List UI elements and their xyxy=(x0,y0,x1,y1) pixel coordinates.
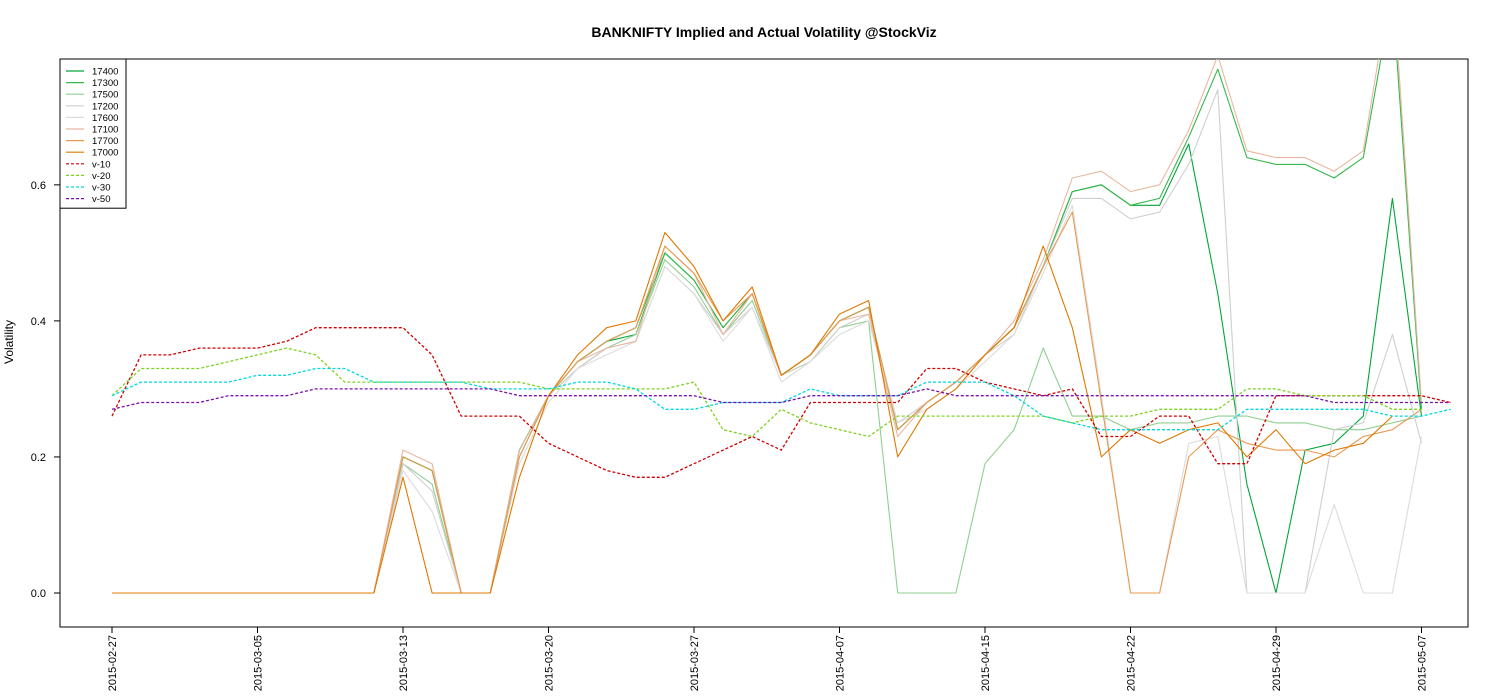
x-tick-label: 2015-02-27 xyxy=(107,635,119,691)
x-tick-label: 2015-03-13 xyxy=(398,635,410,691)
legend-label-v-10: v-10 xyxy=(92,159,110,170)
series-layer xyxy=(111,59,1451,594)
series-line-17100 xyxy=(112,59,1423,594)
legend-label-v-50: v-50 xyxy=(92,194,110,205)
y-tick-label: 0.0 xyxy=(31,588,46,600)
legend-label-17200: 17200 xyxy=(92,101,118,112)
series-line-17600 xyxy=(112,204,1423,594)
series-line-v-20 xyxy=(111,347,1422,438)
legend-label-17500: 17500 xyxy=(92,90,118,101)
chart-title: BANKNIFTY Implied and Actual Volatility … xyxy=(591,24,936,40)
series-line-17500 xyxy=(112,259,1422,594)
x-tick-label: 2015-04-15 xyxy=(980,635,992,691)
y-tick-label: 0.4 xyxy=(31,316,46,328)
x-tick-label: 2015-04-29 xyxy=(1271,635,1283,691)
series-line-v-10 xyxy=(111,327,1451,478)
x-tick-label: 2015-04-22 xyxy=(1126,635,1138,691)
x-tick-label: 2015-03-05 xyxy=(253,635,265,691)
series-line-v-30 xyxy=(111,367,1451,431)
x-axis: 2015-02-27 2015-03-05 2015-03-13 2015-03-20… xyxy=(107,627,1429,691)
series-line-17000 xyxy=(112,231,1393,594)
legend-label-17400: 17400 xyxy=(92,67,118,78)
legend-box xyxy=(59,58,127,209)
y-tick-label: 0.2 xyxy=(31,452,46,464)
legend-label-17300: 17300 xyxy=(92,78,118,89)
legend-label-17000: 17000 xyxy=(92,148,118,159)
y-axis: 0.0 0.2 0.4 0.6 xyxy=(31,180,60,600)
x-tick-label: 2015-03-20 xyxy=(544,635,556,691)
x-tick-label: 2015-03-27 xyxy=(689,635,701,691)
legend-label-v-20: v-20 xyxy=(92,171,110,182)
x-tick-label: 2015-05-07 xyxy=(1417,635,1429,691)
legend: 1740017300175001720017600171001770017000… xyxy=(59,58,127,209)
series-line-17300 xyxy=(112,59,1423,594)
x-tick-label: 2015-04-07 xyxy=(835,635,847,691)
series-line-v-50 xyxy=(111,388,1451,410)
y-tick-label: 0.6 xyxy=(31,180,46,192)
legend-label-17700: 17700 xyxy=(92,136,118,147)
y-axis-label: Volatility xyxy=(2,320,16,364)
legend-label-17600: 17600 xyxy=(92,113,118,124)
legend-label-v-30: v-30 xyxy=(92,183,110,194)
legend-label-17100: 17100 xyxy=(92,125,118,136)
plot-frame xyxy=(59,58,1469,628)
